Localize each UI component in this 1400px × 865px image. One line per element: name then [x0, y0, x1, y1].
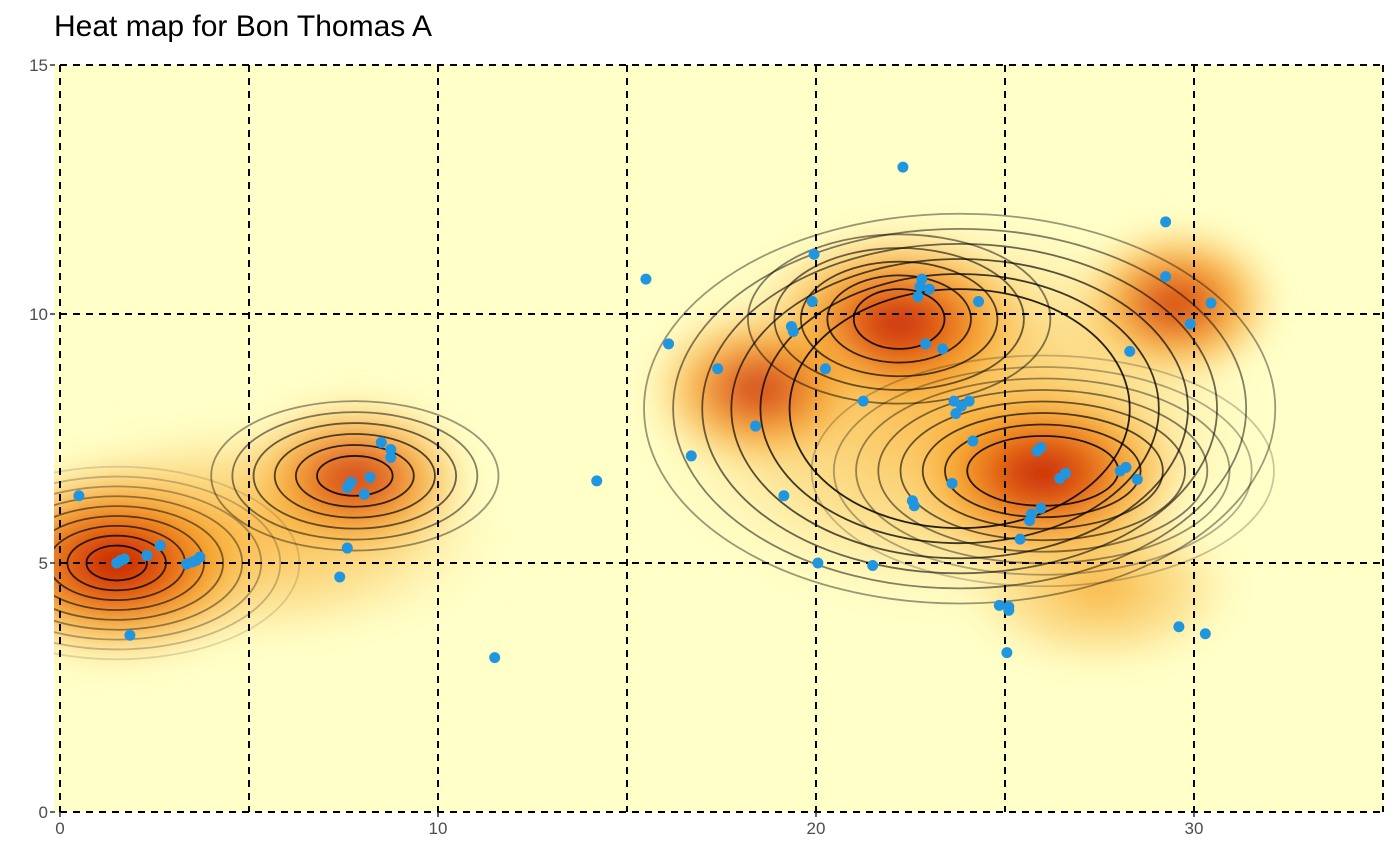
data-point: [341, 542, 353, 554]
data-point: [1160, 271, 1172, 283]
data-point: [967, 435, 979, 447]
data-point: [1120, 461, 1132, 473]
data-point: [750, 420, 762, 432]
x-tick-label: 30: [1185, 819, 1204, 838]
contour-line: [701, 243, 1218, 575]
data-point: [358, 488, 370, 500]
contour-line: [877, 389, 1209, 553]
data-point: [787, 325, 799, 337]
data-point: [364, 471, 376, 483]
contour-line: [252, 422, 458, 530]
x-tick-label: 0: [55, 819, 64, 838]
data-point: [1124, 345, 1136, 357]
contour-line: [855, 377, 1231, 565]
data-point: [808, 248, 820, 260]
contour-line: [944, 423, 1142, 519]
y-tick-label: 0: [39, 803, 48, 822]
contour-line: [921, 412, 1164, 530]
data-point: [385, 451, 397, 463]
contour-line: [826, 274, 972, 364]
data-point: [973, 296, 985, 308]
density-peak: [1062, 221, 1288, 387]
contour-line: [273, 433, 436, 519]
data-point: [867, 559, 879, 571]
axis-layer: 0 10 20 30 0 5 10 15: [29, 56, 1203, 838]
data-point: [1001, 647, 1013, 659]
data-point: [1184, 318, 1196, 330]
data-point: [1025, 508, 1037, 520]
data-point: [141, 550, 153, 562]
data-point: [345, 476, 357, 488]
data-point: [1003, 601, 1015, 613]
data-point: [916, 273, 928, 285]
data-point: [1205, 297, 1217, 309]
y-tick-label: 5: [39, 554, 48, 573]
data-point: [897, 161, 909, 173]
contour-line: [210, 400, 500, 552]
points-layer: [73, 161, 1217, 664]
x-tick-label: 10: [429, 819, 448, 838]
data-point: [908, 500, 920, 512]
y-tick-label: 10: [29, 305, 48, 324]
contour-line: [759, 273, 1160, 545]
contour-line: [810, 354, 1275, 588]
data-point: [154, 540, 166, 552]
data-point: [334, 571, 346, 583]
contour-line: [643, 212, 1277, 605]
data-point: [857, 395, 869, 407]
data-point: [712, 363, 724, 375]
contour-line: [832, 366, 1253, 576]
contour-line: [294, 444, 415, 508]
data-point: [946, 477, 958, 489]
contour-line: [54, 505, 225, 621]
data-point: [806, 296, 818, 308]
data-point: [1035, 502, 1047, 514]
data-point: [923, 283, 935, 295]
data-point: [912, 291, 924, 303]
data-point: [1059, 467, 1071, 479]
contour-line: [231, 411, 479, 541]
data-point: [118, 553, 130, 565]
data-point: [591, 475, 603, 487]
data-point: [993, 599, 1005, 611]
contour-line: [852, 288, 946, 350]
data-point: [1199, 628, 1211, 640]
data-point: [778, 490, 790, 502]
y-tick-label: 15: [29, 56, 48, 75]
contour-line: [672, 227, 1248, 590]
contour-line: [730, 258, 1189, 560]
data-point: [685, 450, 697, 462]
data-point: [124, 629, 136, 641]
data-point: [663, 338, 675, 350]
data-point: [819, 363, 831, 375]
data-point: [194, 551, 206, 563]
data-point: [1014, 533, 1026, 545]
data-point: [489, 652, 501, 664]
contour-line: [316, 455, 394, 497]
contour-line: [899, 400, 1186, 542]
contour-line: [799, 260, 999, 378]
data-point: [375, 436, 387, 448]
data-point: [1173, 621, 1185, 633]
data-point: [1131, 473, 1143, 485]
data-point: [640, 273, 652, 285]
data-point: [1035, 441, 1047, 453]
chart-title: Heat map for Bon Thomas A: [54, 10, 432, 43]
data-point: [937, 343, 949, 355]
data-point: [920, 338, 932, 350]
data-point: [950, 408, 962, 420]
density-peak: [886, 368, 1200, 578]
data-point: [385, 443, 397, 455]
density-peak: [637, 301, 882, 476]
contour-line: [747, 233, 1052, 405]
data-point: [1160, 216, 1172, 228]
data-point: [963, 395, 975, 407]
contour-line: [788, 288, 1131, 530]
x-tick-label: 20: [807, 819, 826, 838]
data-point: [812, 557, 824, 569]
contour-line: [54, 475, 282, 651]
data-point: [73, 490, 85, 502]
